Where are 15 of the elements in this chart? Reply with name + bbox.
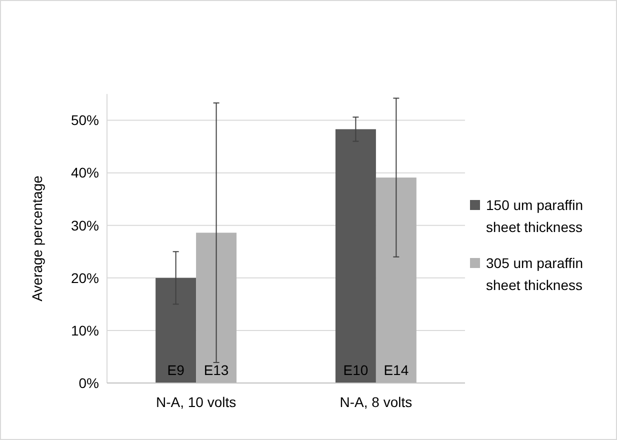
data-label: E10: [343, 362, 368, 378]
x-tick-label: N-A, 8 volts: [340, 394, 412, 410]
y-tick-label: 0%: [78, 374, 99, 391]
legend-label: 305 um paraffin sheet thickness: [486, 255, 584, 293]
y-axis-title: Average percentage: [29, 175, 45, 302]
y-tick-label: 30%: [70, 217, 99, 234]
legend-label: 150 um paraffin sheet thickness: [486, 197, 584, 235]
data-label: E14: [384, 362, 409, 378]
y-tick-label: 20%: [70, 270, 99, 286]
data-label: E9: [167, 362, 185, 378]
y-tick-label: 50%: [70, 112, 99, 128]
x-tick-label: N-A, 10 volts: [156, 394, 236, 410]
y-tick-label: 40%: [70, 164, 99, 181]
data-label: E13: [204, 362, 229, 378]
y-tick-label: 10%: [70, 322, 99, 338]
